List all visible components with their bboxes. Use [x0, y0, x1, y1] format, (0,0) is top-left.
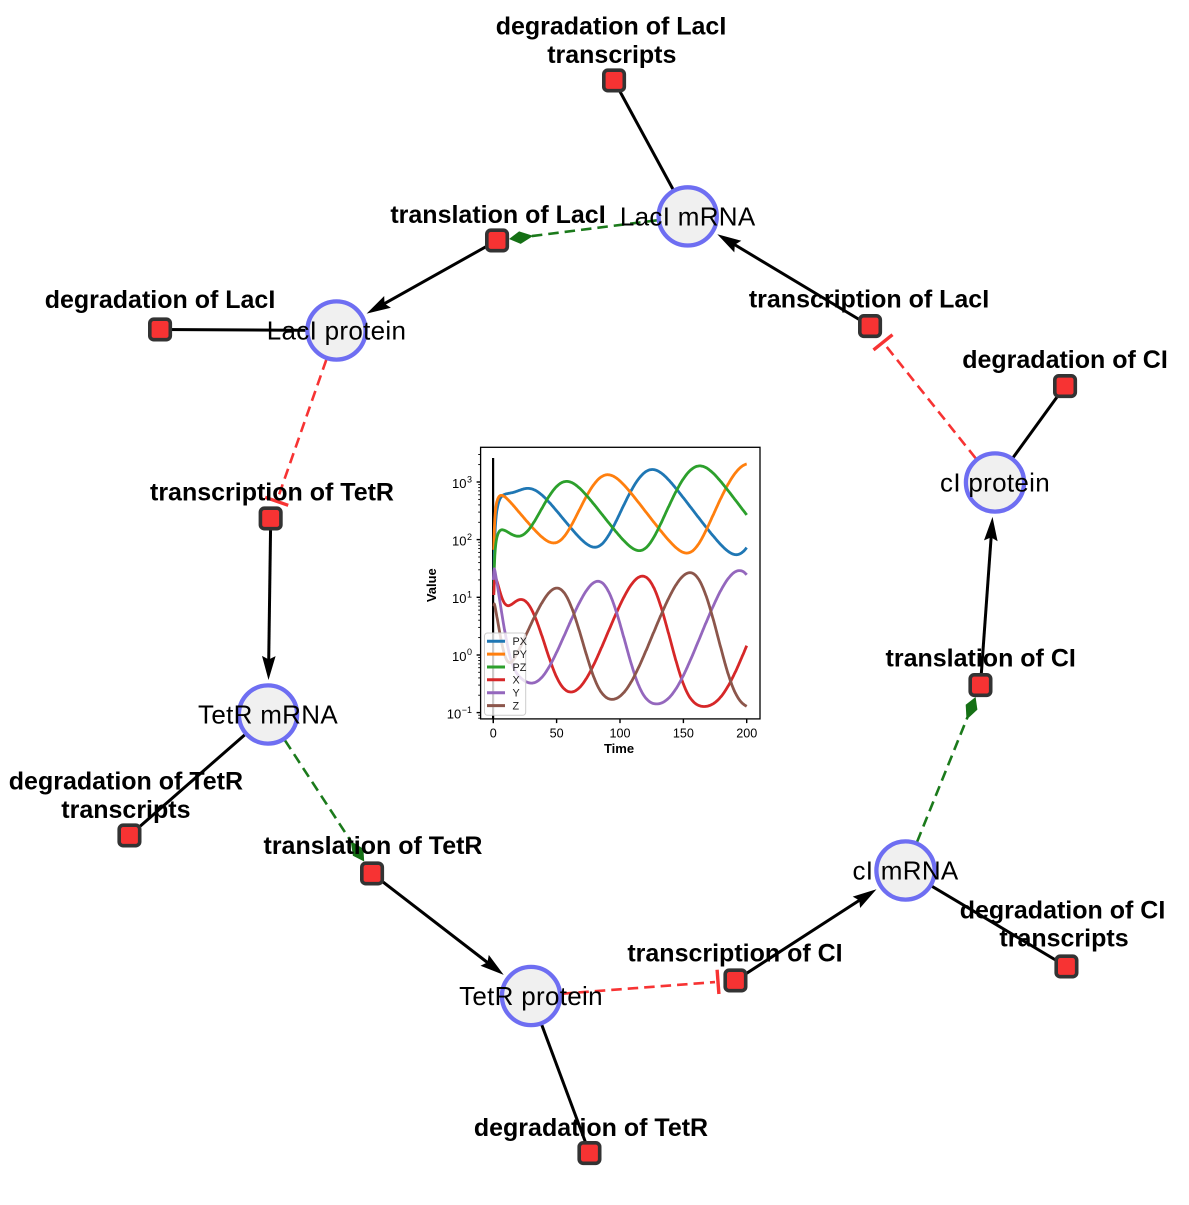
- svg-text:10: 10: [452, 649, 466, 664]
- svg-text:transcription of CI: transcription of CI: [627, 940, 842, 968]
- svg-text:LacI mRNA: LacI mRNA: [620, 201, 756, 231]
- svg-text:degradation of CI: degradation of CI: [962, 346, 1168, 374]
- svg-text:10: 10: [452, 534, 466, 549]
- svg-text:degradation of TetR: degradation of TetR: [9, 768, 243, 796]
- svg-text:50: 50: [550, 726, 564, 740]
- svg-text:LacI protein: LacI protein: [267, 316, 406, 346]
- svg-text:translation of CI: translation of CI: [886, 645, 1076, 673]
- svg-text:TetR mRNA: TetR mRNA: [198, 700, 338, 730]
- svg-text:Time: Time: [604, 741, 634, 756]
- svg-text:degradation of CI: degradation of CI: [960, 896, 1166, 924]
- svg-text:transcripts: transcripts: [547, 41, 676, 69]
- svg-text:10: 10: [452, 591, 466, 606]
- svg-text:degradation of LacI: degradation of LacI: [496, 12, 727, 40]
- svg-text:0: 0: [467, 647, 472, 657]
- svg-text:3: 3: [467, 474, 472, 484]
- svg-text:PY: PY: [513, 649, 527, 661]
- svg-text:degradation of LacI: degradation of LacI: [45, 286, 276, 314]
- svg-text:cI protein: cI protein: [940, 468, 1050, 498]
- svg-text:PZ: PZ: [513, 662, 527, 674]
- svg-text:TetR protein: TetR protein: [459, 981, 603, 1011]
- svg-text:cI mRNA: cI mRNA: [852, 856, 958, 886]
- svg-text:Y: Y: [513, 688, 520, 700]
- svg-text:2: 2: [467, 532, 472, 542]
- svg-text:10: 10: [452, 476, 466, 491]
- svg-text:translation of TetR: translation of TetR: [264, 832, 483, 860]
- svg-text:100: 100: [609, 726, 630, 740]
- svg-text:Value: Value: [424, 568, 439, 602]
- svg-text:0: 0: [490, 726, 497, 740]
- svg-text:X: X: [513, 675, 520, 687]
- svg-text:150: 150: [673, 726, 694, 740]
- svg-text:transcription of LacI: transcription of LacI: [749, 286, 989, 314]
- svg-text:degradation of TetR: degradation of TetR: [474, 1114, 708, 1142]
- svg-text:10: 10: [447, 707, 461, 722]
- svg-text:PX: PX: [513, 636, 527, 648]
- svg-text:1: 1: [467, 590, 472, 600]
- svg-text:Z: Z: [513, 701, 520, 713]
- svg-text:200: 200: [736, 726, 757, 740]
- svg-text:transcripts: transcripts: [999, 925, 1128, 953]
- svg-text:−1: −1: [462, 705, 472, 715]
- svg-text:transcription of TetR: transcription of TetR: [150, 478, 394, 506]
- svg-text:transcripts: transcripts: [61, 796, 190, 824]
- svg-text:translation of LacI: translation of LacI: [390, 201, 605, 229]
